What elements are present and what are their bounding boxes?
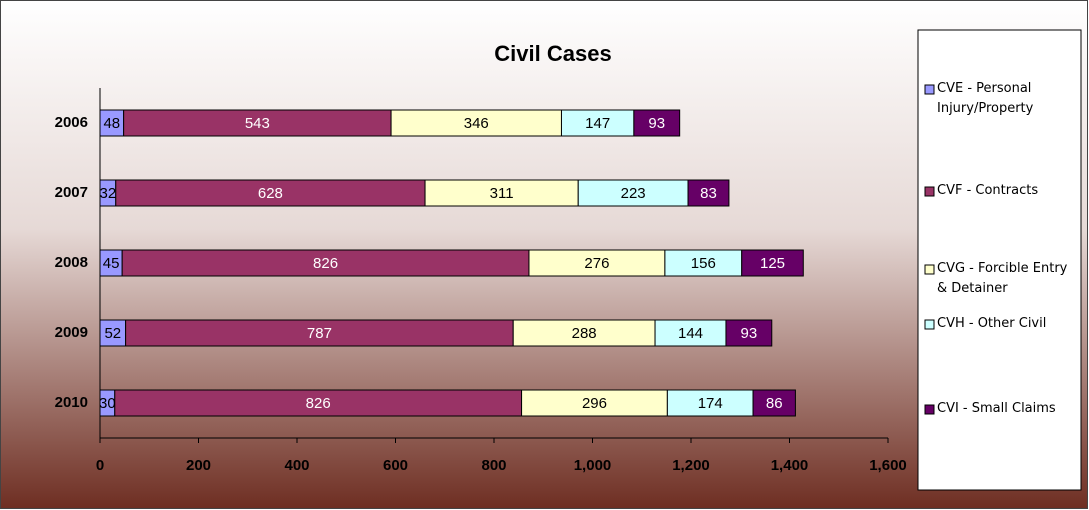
legend-entry: CVH - Other Civil <box>937 316 1047 331</box>
data-label: 787 <box>307 325 332 342</box>
bar-segment <box>725 319 773 347</box>
bar-segment <box>123 109 392 137</box>
legend-swatch <box>924 264 935 275</box>
legend-entry: CVG - Forcible Entry & Detainer <box>937 261 1068 296</box>
y-tick-label: 2009 <box>55 324 88 341</box>
data-label: 52 <box>104 325 121 342</box>
bar-segment <box>752 389 796 417</box>
bar-segment <box>633 109 681 137</box>
data-label: 543 <box>245 115 270 132</box>
data-label: 125 <box>760 255 785 272</box>
x-tick-label: 1,200 <box>672 457 710 474</box>
data-label: 30 <box>99 395 116 412</box>
data-label: 45 <box>103 255 120 272</box>
legend-label: CVF - Contracts <box>937 183 1039 198</box>
y-tick-label: 2007 <box>55 184 88 201</box>
data-label: 83 <box>700 185 717 202</box>
data-label: 174 <box>698 395 723 412</box>
bar-segment <box>512 319 656 347</box>
data-label: 311 <box>490 185 514 202</box>
bar-segment <box>121 249 530 277</box>
legend-swatch <box>924 404 935 415</box>
data-label: 144 <box>678 325 703 342</box>
legend-swatch <box>924 186 935 197</box>
legend-entry: CVF - Contracts <box>937 183 1039 198</box>
legend-swatch <box>924 319 935 330</box>
bar-segment <box>115 179 426 207</box>
bar-segment <box>687 179 730 207</box>
data-label: 93 <box>648 115 665 132</box>
data-label: 826 <box>313 255 338 272</box>
data-label: 48 <box>103 115 120 132</box>
data-label: 628 <box>258 185 283 202</box>
legend-label: CVH - Other Civil <box>937 316 1047 331</box>
data-label: 296 <box>582 395 607 412</box>
bar-segment <box>424 179 579 207</box>
data-label: 223 <box>621 185 646 202</box>
bar-segment <box>666 389 754 417</box>
data-label: 346 <box>464 115 489 132</box>
y-tick-label: 2006 <box>55 114 88 131</box>
x-tick-label: 1,600 <box>869 457 907 474</box>
x-tick-label: 0 <box>96 457 104 474</box>
x-tick-label: 600 <box>383 457 408 474</box>
x-tick-label: 200 <box>186 457 211 474</box>
legend <box>917 29 1082 491</box>
bar-segment <box>741 249 804 277</box>
data-label: 147 <box>585 115 610 132</box>
bar-segment <box>654 319 727 347</box>
x-tick-label: 1,000 <box>574 457 612 474</box>
legend-label: CVE - Personal Injury/Property <box>937 81 1034 116</box>
bar-segment <box>664 249 743 277</box>
legend-entry: CVE - Personal Injury/Property <box>937 81 1034 116</box>
data-label: 156 <box>691 255 716 272</box>
x-tick-label: 1,400 <box>771 457 809 474</box>
x-tick-label: 400 <box>284 457 309 474</box>
data-label: 276 <box>584 255 609 272</box>
chart-title: Civil Cases <box>494 41 611 66</box>
data-label: 32 <box>100 185 117 202</box>
data-label: 93 <box>741 325 758 342</box>
legend-entry: CVI - Small Claims <box>937 401 1056 416</box>
legend-label: CVI - Small Claims <box>937 401 1056 416</box>
data-label: 288 <box>572 325 597 342</box>
y-tick-label: 2010 <box>55 394 88 411</box>
y-tick-label: 2008 <box>55 254 88 271</box>
legend-label: CVG - Forcible Entry & Detainer <box>937 261 1068 296</box>
data-label: 826 <box>306 395 331 412</box>
bar-segment <box>521 389 668 417</box>
legend-swatch <box>924 84 935 95</box>
x-tick-label: 800 <box>481 457 506 474</box>
bar-segment <box>125 319 514 347</box>
bar-segment <box>577 179 689 207</box>
data-label: 86 <box>766 395 783 412</box>
